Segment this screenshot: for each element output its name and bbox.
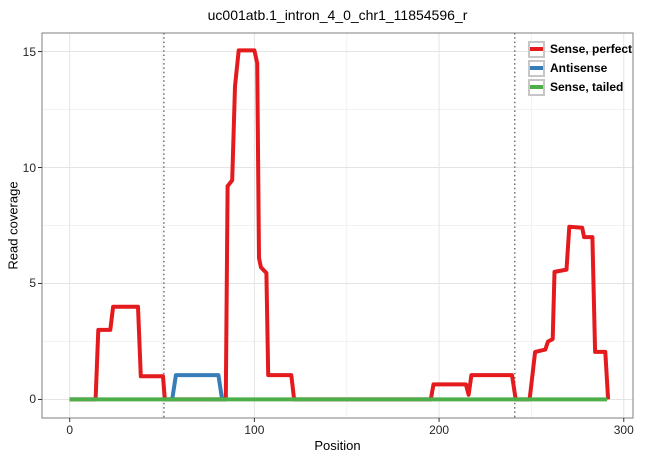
- x-tick-label: 200: [429, 423, 450, 437]
- x-tick-label: 0: [66, 423, 74, 437]
- legend-key-icon: [528, 40, 545, 58]
- y-tick-label: 0: [29, 392, 36, 407]
- y-tick-label: 15: [22, 44, 36, 59]
- legend-label: Antisense: [550, 61, 608, 75]
- legend-item-sense-perfect: Sense, perfect: [528, 40, 632, 58]
- legend-swatch: [530, 47, 543, 51]
- legend-item-sense-tailed: Sense, tailed: [528, 78, 632, 96]
- x-axis-title: Position: [314, 438, 361, 453]
- y-tick-label: 5: [29, 276, 36, 291]
- panel-border: [41, 32, 634, 419]
- legend-key-icon: [528, 78, 545, 96]
- legend-item-antisense: Antisense: [528, 59, 632, 77]
- legend-label: Sense, perfect: [550, 42, 633, 56]
- legend: Sense, perfect Antisense Sense, tailed: [528, 40, 632, 97]
- y-tick-label: 10: [22, 160, 36, 175]
- legend-key-icon: [528, 59, 545, 77]
- legend-swatch: [530, 85, 543, 89]
- x-tick-label: 100: [244, 423, 265, 437]
- chart-title: uc001atb.1_intron_4_0_chr1_11854596_r: [207, 7, 468, 23]
- y-axis-title: Read coverage: [5, 181, 21, 270]
- legend-swatch: [530, 66, 543, 70]
- x-tick-label: 300: [613, 423, 634, 437]
- legend-label: Sense, tailed: [550, 80, 624, 94]
